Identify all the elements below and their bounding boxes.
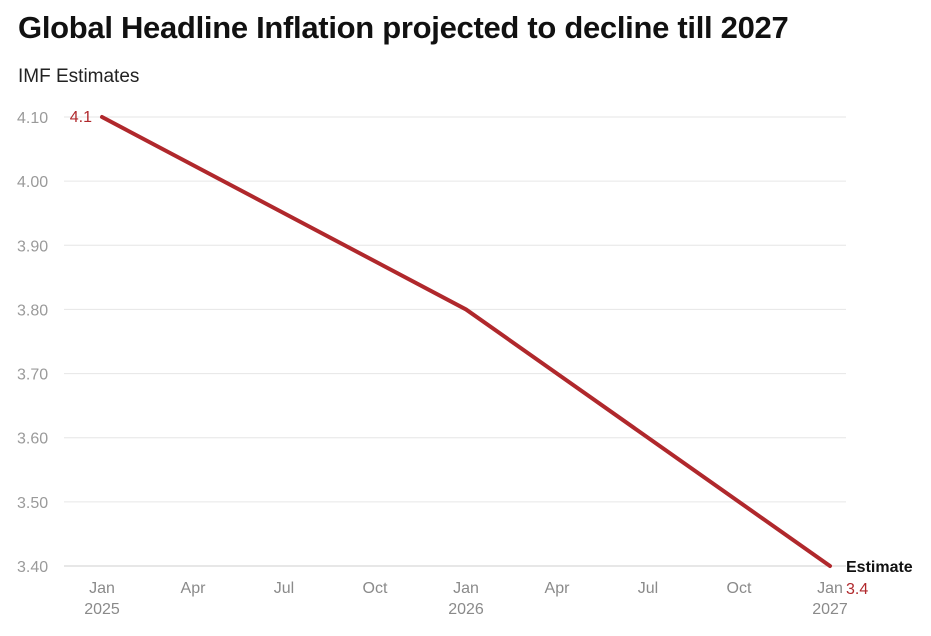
x-tick-year-label: 2027 <box>812 601 848 618</box>
y-tick-label: 3.50 <box>17 495 48 512</box>
x-tick-label: Jul <box>638 580 658 597</box>
series-label: Estimate <box>846 559 913 576</box>
x-tick-label: Jan <box>453 580 479 597</box>
chart-title: Global Headline Inflation projected to d… <box>18 10 789 45</box>
x-axis: Jan 2025 Apr Jul Oct Jan 2026 Apr Jul Oct Jan 2027 <box>84 580 848 618</box>
data-label: 3.4 <box>846 581 868 598</box>
series-line <box>100 115 832 568</box>
data-labels: 4.1 3.4 Estimate <box>70 109 913 598</box>
x-tick-label: Apr <box>181 580 207 597</box>
x-tick-label: Oct <box>363 580 388 597</box>
chart-subtitle: IMF Estimates <box>18 66 140 87</box>
x-tick-label: Jul <box>274 580 294 597</box>
x-tick-label: Apr <box>545 580 571 597</box>
y-tick-label: 3.40 <box>17 559 48 576</box>
x-tick-year-label: 2026 <box>448 601 484 618</box>
y-axis: 3.40 3.50 3.60 3.70 3.80 3.90 4.00 4.10 <box>17 110 48 576</box>
y-tick-label: 4.00 <box>17 174 48 191</box>
x-tick-year-label: 2025 <box>84 601 120 618</box>
y-tick-label: 3.90 <box>17 238 48 255</box>
x-tick-label: Jan <box>89 580 115 597</box>
series-group <box>100 115 832 568</box>
data-label: 4.1 <box>70 109 92 126</box>
x-tick-label: Jan <box>817 580 843 597</box>
gridlines <box>64 116 846 567</box>
x-tick-label: Oct <box>727 580 752 597</box>
y-tick-label: 3.70 <box>17 367 48 384</box>
y-tick-label: 3.80 <box>17 302 48 319</box>
y-tick-label: 3.60 <box>17 431 48 448</box>
y-tick-label: 4.10 <box>17 110 48 127</box>
